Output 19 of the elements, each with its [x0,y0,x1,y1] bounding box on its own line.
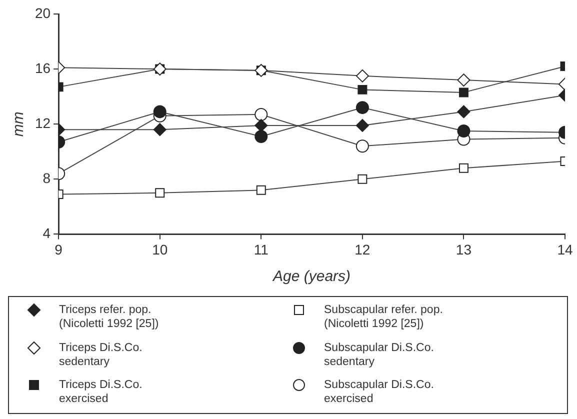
y-tick-label: 12 [34,114,51,131]
legend-label: Subscapular Di.S.Co. exercised [324,378,435,406]
legend-label: Subscapular refer. pop. (Nicoletti 1992 [25]) [324,303,444,331]
x-tick-label: 13 [456,241,472,258]
x-tick-label: 14 [557,241,573,258]
x-tick-label: 12 [354,241,370,258]
legend-label: Triceps Di.S.Co. sedentary [59,340,144,369]
legend-label: Subscapular Di.S.Co. sedentary [324,340,435,369]
legend-label: Triceps refer. pop. (Nicoletti 1992 [25]) [59,303,160,331]
y-tick-label: 8 [42,170,51,186]
x-tick-label: 10 [152,241,168,258]
legend-label: Triceps Di.S.Co. exercised [59,378,144,406]
y-axis-title: mm [10,112,28,137]
x-tick-label: 9 [54,241,63,258]
y-tick-label: 16 [34,60,51,76]
y-tick-label: 20 [34,4,51,21]
y-tick-label: 4 [42,225,51,242]
x-tick-label: 11 [254,241,269,258]
x-axis-title: Age (years) [272,268,351,286]
